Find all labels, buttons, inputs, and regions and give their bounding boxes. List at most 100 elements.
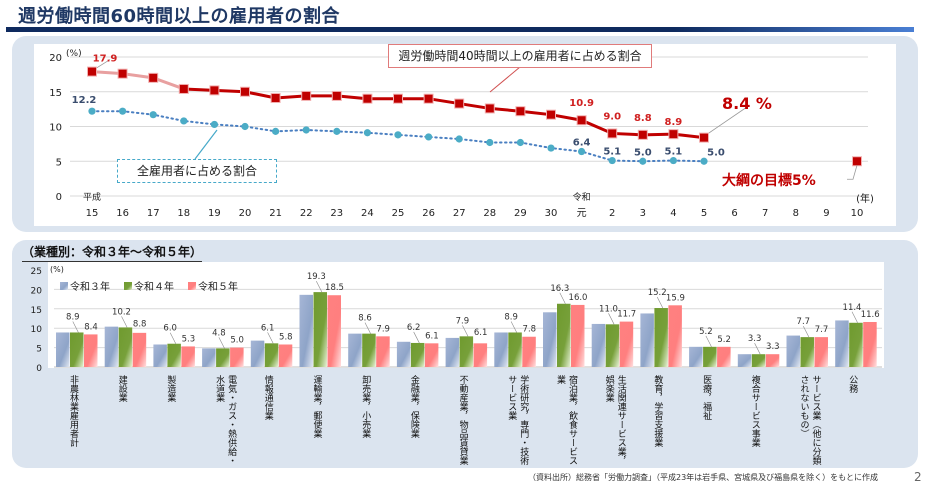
- data-label-r5: 5.8: [279, 332, 293, 342]
- bar-category-label: 卸売業，小売業: [360, 375, 371, 438]
- data-point-all-employees: [88, 107, 96, 115]
- data-label-all-employees: 5.0: [634, 147, 652, 158]
- y-axis-unit: (%): [50, 265, 64, 274]
- bar-r4: [459, 336, 474, 367]
- data-label-r5: 5.2: [717, 335, 731, 345]
- bar-category-label: 複合サービス事業: [749, 375, 760, 447]
- x-tick-label: 22: [300, 208, 313, 219]
- data-label-all-employees: 5.0: [707, 147, 725, 158]
- data-point-40h: [362, 93, 373, 104]
- data-label-r4: 16.3: [550, 284, 569, 294]
- leader-line: [847, 165, 858, 180]
- data-point-40h: [423, 93, 434, 104]
- bar-r3: [689, 346, 703, 367]
- data-label-r5: 5.0: [230, 336, 244, 346]
- data-point-all-employees: [302, 126, 310, 134]
- data-point-40h: [270, 93, 281, 104]
- data-point-40h: [668, 129, 679, 140]
- data-label-r4: 7.9: [456, 316, 470, 326]
- leader-line: [413, 331, 420, 344]
- y-axis-unit: (%): [66, 49, 82, 59]
- bar-r5: [814, 337, 828, 367]
- bar-r5: [230, 347, 244, 367]
- title-underline: [6, 27, 914, 32]
- data-point-40h: [637, 129, 648, 140]
- bar-r4: [849, 322, 863, 367]
- y-tick-label: 5: [36, 345, 42, 355]
- x-tick-label: 21: [269, 208, 282, 219]
- bar-r3: [445, 337, 460, 367]
- bar-r3: [835, 320, 849, 367]
- bar-r4: [703, 346, 717, 367]
- series-line-40h-early: [91, 70, 185, 91]
- bar-r5: [571, 304, 585, 367]
- y-tick-label: 20: [31, 286, 43, 296]
- y-tick-label: 15: [31, 306, 42, 316]
- x-tick-label: 5: [701, 208, 707, 219]
- bar-category-label: サービス業（他に分類 されないもの）: [798, 375, 821, 465]
- data-label-r5: 8.8: [133, 319, 147, 329]
- bar-category-label: 教育，学習支援業: [652, 375, 663, 447]
- bar-r3: [591, 323, 606, 367]
- x-tick-label: 3: [640, 208, 646, 219]
- data-label-all-employees: 12.2: [72, 95, 97, 106]
- data-label-40h: 10.9: [569, 98, 594, 109]
- bar-category-label: 建設業: [116, 375, 127, 402]
- x-tick-label: 10: [851, 208, 864, 219]
- bar-r5: [863, 321, 877, 367]
- data-point-all-employees: [241, 122, 249, 131]
- x-tick-label: 15: [86, 208, 99, 219]
- data-point-all-employees: [700, 157, 708, 165]
- bar-r5: [765, 354, 780, 367]
- legend-label: 令和５年: [198, 280, 238, 293]
- data-label-r4: 10.2: [112, 307, 131, 317]
- legend-swatch: [188, 282, 196, 290]
- callout-arrow-40h: [489, 66, 521, 93]
- leader-line: [267, 332, 274, 344]
- data-label-r5: 3.3: [766, 342, 780, 352]
- data-label-r5: 18.5: [325, 283, 344, 293]
- data-point-40h: [576, 115, 587, 126]
- bar-r5: [668, 305, 682, 367]
- data-point-40h: [331, 90, 342, 101]
- target-label: 大綱の目標5%: [722, 173, 816, 189]
- callout-40h: 週労働時間40時間以上の雇用者に占める割合: [388, 44, 652, 68]
- era-label: 令和: [573, 191, 591, 203]
- data-label-r4: 5.2: [699, 327, 713, 337]
- y-tick-label: 10: [31, 325, 43, 335]
- data-label-r4: 4.8: [212, 328, 226, 338]
- bar-r4: [118, 327, 133, 367]
- data-label-r4: 11.0: [599, 304, 618, 314]
- data-label-r4: 8.9: [66, 312, 80, 322]
- bar-r3: [56, 332, 70, 367]
- bar-category-label: 製造業: [165, 375, 176, 402]
- data-point-all-employees: [455, 135, 463, 143]
- x-tick-label: 9: [823, 208, 829, 219]
- y-tick-label: 15: [49, 88, 62, 99]
- bar-r3: [299, 294, 313, 367]
- bar-r4: [654, 308, 668, 367]
- bar-r3: [543, 312, 557, 367]
- bar-r4: [362, 333, 376, 367]
- x-axis-unit: (年): [856, 192, 874, 205]
- data-point-40h: [240, 86, 250, 97]
- data-point-all-employees: [180, 117, 188, 125]
- data-point-40h: [301, 90, 312, 101]
- bar-r5: [717, 346, 731, 367]
- x-tick-label: 20: [239, 208, 252, 219]
- y-tick-label: 5: [56, 157, 62, 168]
- bar-r3: [153, 344, 167, 367]
- leader-line: [510, 321, 517, 333]
- y-tick-label: 0: [56, 192, 62, 203]
- legend-swatch: [124, 282, 132, 290]
- bar-category-label: 宿泊業，飲食サービス 業: [555, 375, 577, 465]
- legend-label: 令和４年: [134, 280, 174, 293]
- data-label-r5: 5.3: [182, 334, 196, 344]
- bar-r4: [751, 354, 766, 367]
- data-point-40h: [209, 85, 220, 96]
- leader-line: [608, 313, 615, 325]
- leader-line: [803, 325, 810, 338]
- data-label-r5: 7.7: [815, 325, 829, 335]
- data-label-r5: 11.6: [861, 310, 880, 320]
- data-point-40h: [546, 109, 556, 120]
